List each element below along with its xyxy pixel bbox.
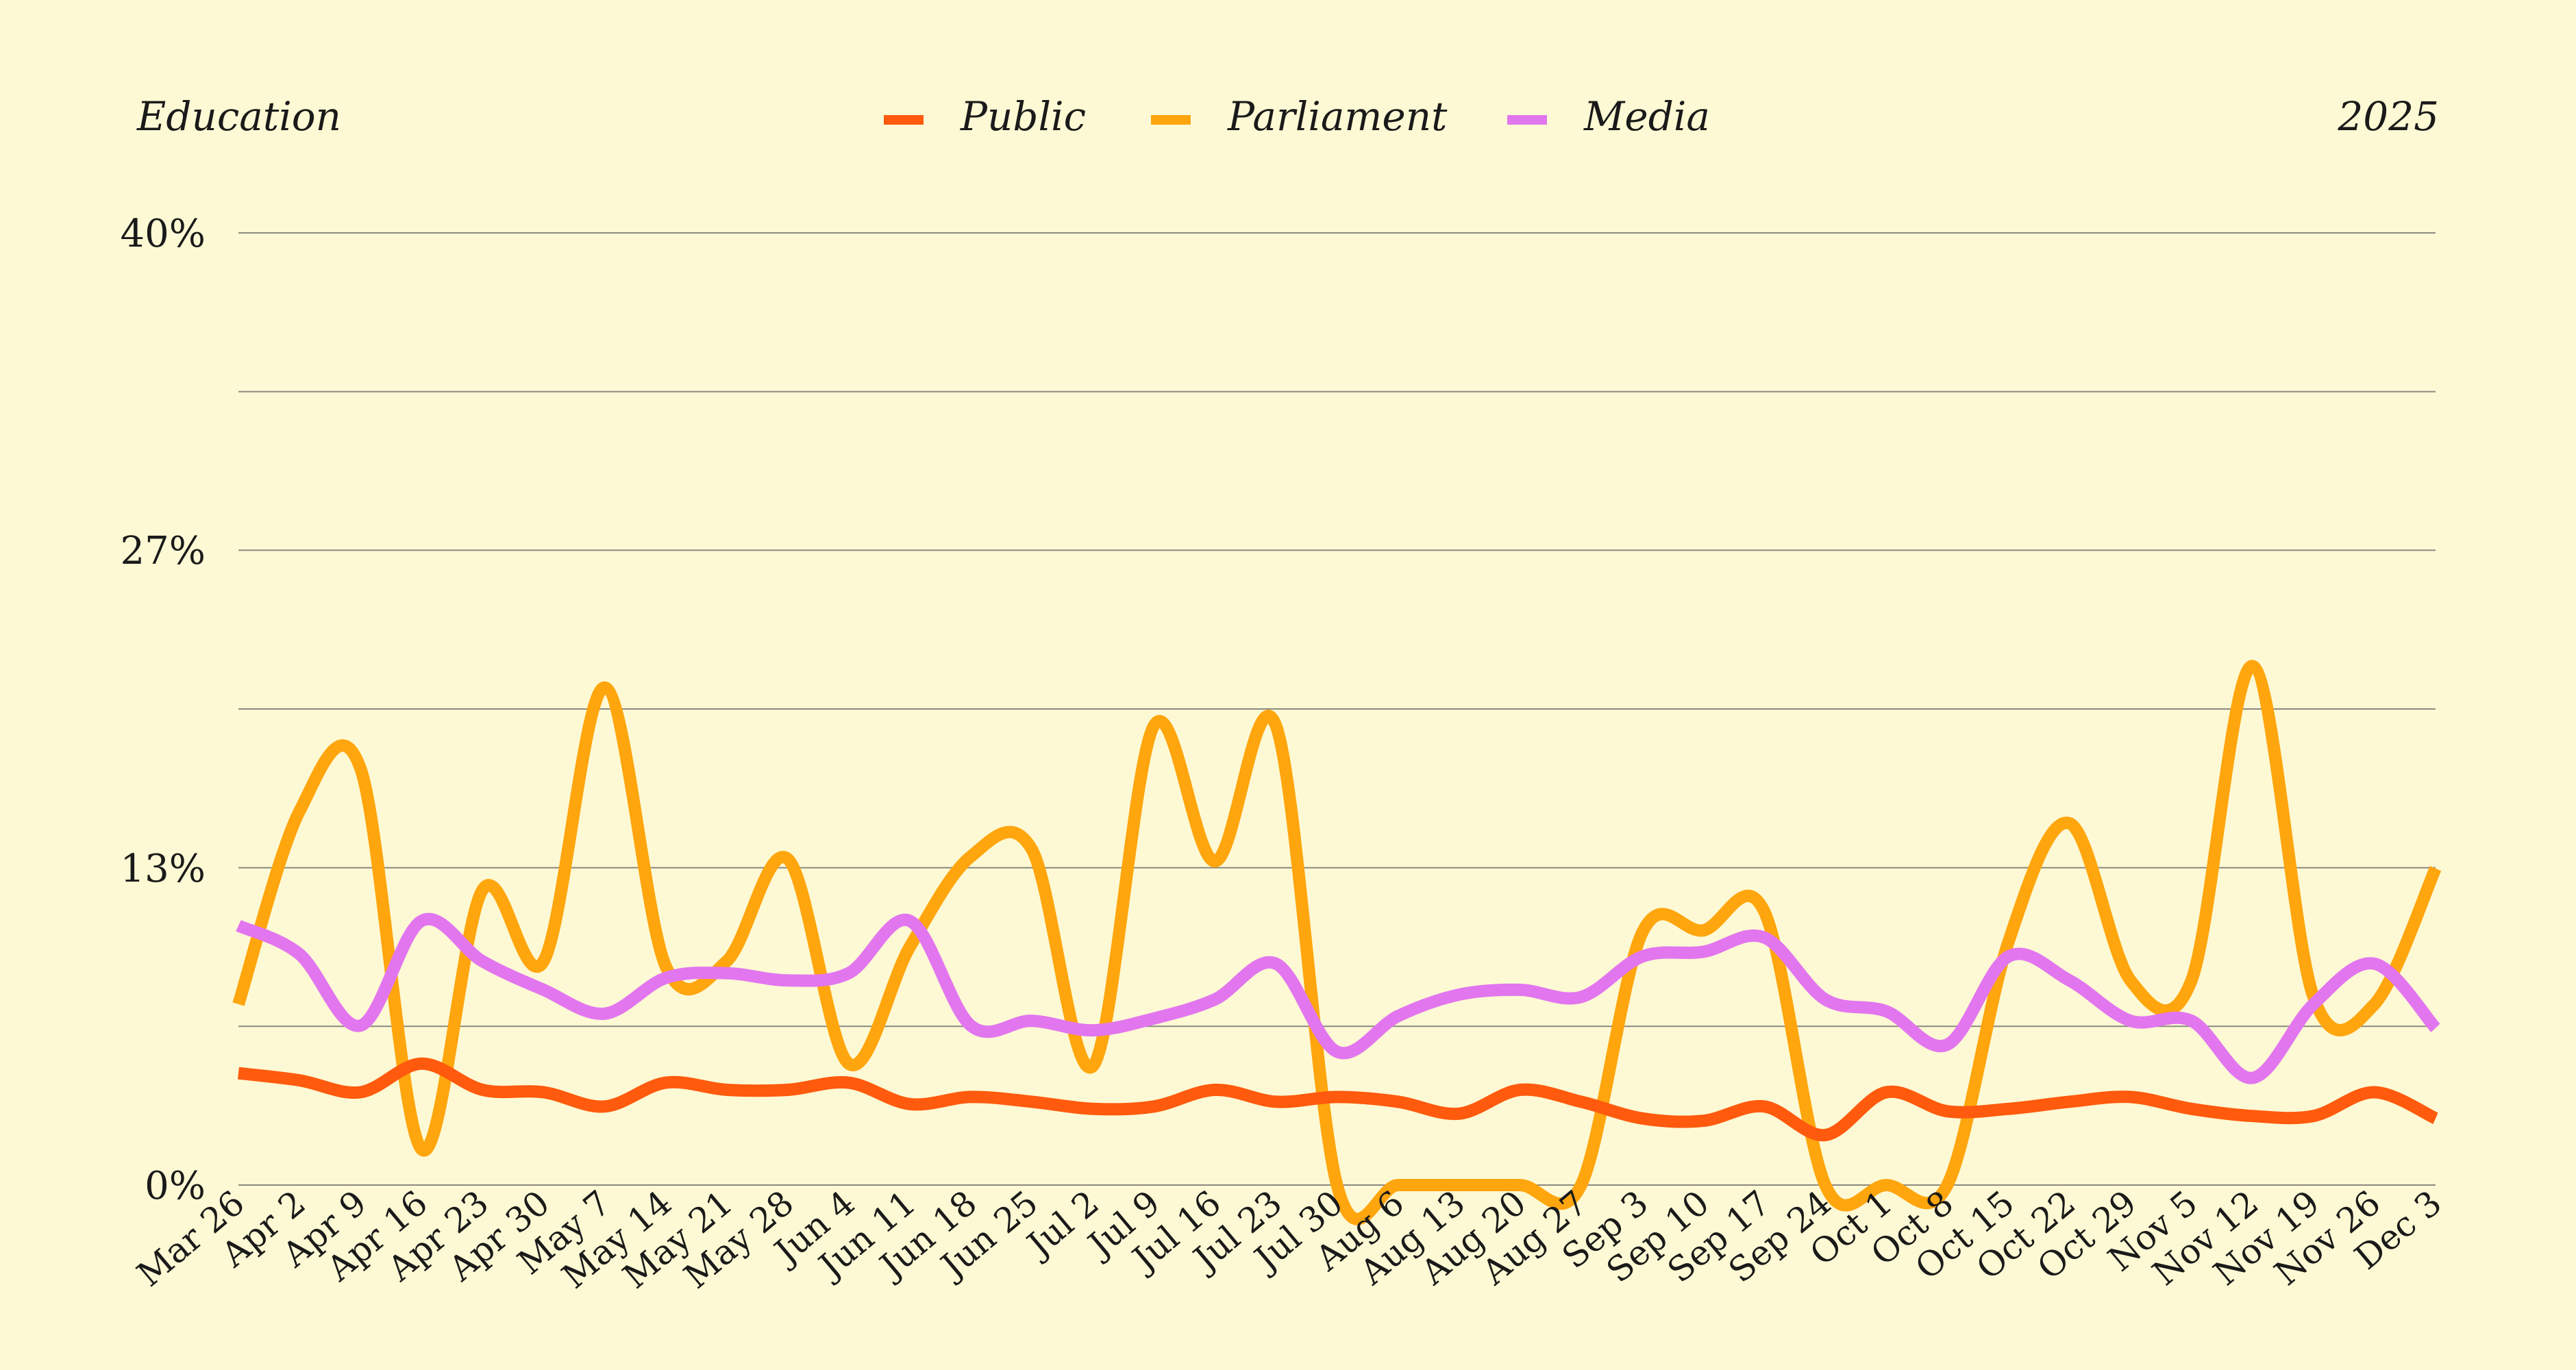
legend-label-media: Media <box>1583 93 1710 140</box>
y-tick-label: 27% <box>121 529 206 573</box>
series-line-public <box>237 1057 2438 1142</box>
y-axis: 0% 13% 27% 40% <box>121 212 206 1208</box>
chart-title: Education <box>136 93 341 140</box>
chart-year: 2025 <box>2337 93 2439 140</box>
legend-label-parliament: Parliament <box>1227 93 1448 140</box>
y-tick-label: 40% <box>121 212 206 256</box>
series-lines <box>232 660 2442 1225</box>
series-line-media <box>236 912 2440 1084</box>
y-tick-label: 0% <box>145 1164 206 1208</box>
legend: Public Parliament Media <box>884 93 1710 140</box>
legend-label-public: Public <box>960 93 1086 140</box>
grid <box>238 232 2436 1186</box>
series-line-parliament <box>232 660 2442 1225</box>
y-tick-label: 13% <box>121 847 206 891</box>
